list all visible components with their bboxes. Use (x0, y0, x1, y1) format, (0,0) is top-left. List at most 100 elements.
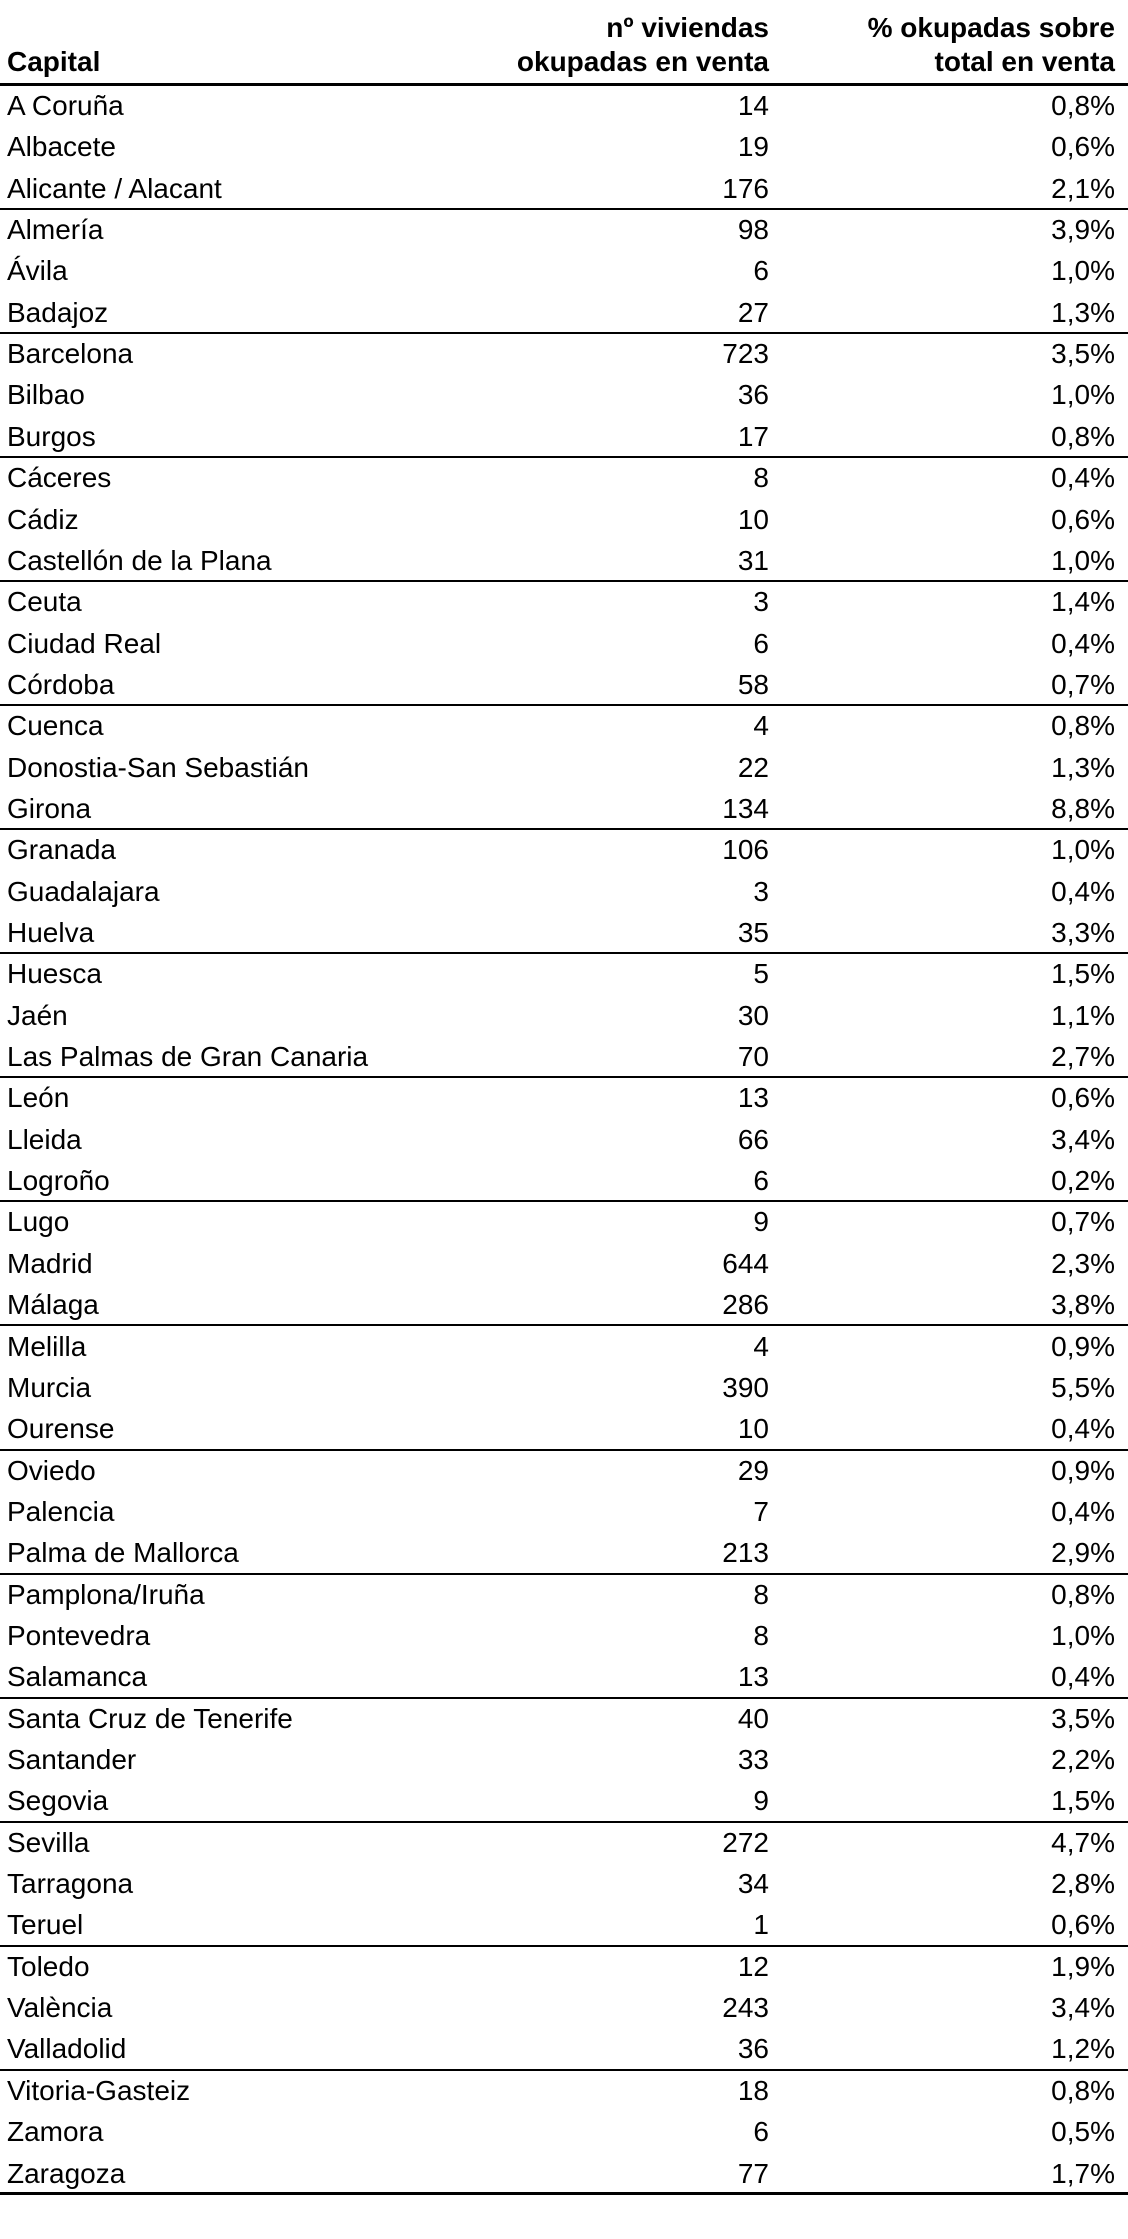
table-row: Albacete 19 0,6% (0, 127, 1128, 168)
table-cell: 0,4% (1051, 875, 1115, 907)
table-cell: 22 (737, 751, 769, 783)
header-line: Capital (7, 46, 101, 77)
table-row: Madrid 644 2,3% (0, 1244, 1128, 1285)
table-cell: 0,2% (1051, 1165, 1115, 1197)
table-cell: 0,6% (1051, 1909, 1115, 1941)
table-cell: Bilbao (7, 379, 85, 411)
table-row: Castellón de la Plana 31 1,0% (0, 541, 1128, 583)
table-cell: 176 (722, 172, 769, 204)
table-cell: 3 (753, 875, 769, 907)
table-row: Santa Cruz de Tenerife 40 3,5% (0, 1699, 1128, 1740)
table-cell: Logroño (7, 1165, 110, 1197)
table-cell: 0,8% (1051, 90, 1115, 121)
table-cell: 390 (722, 1371, 769, 1403)
table-cell: 8 (753, 1619, 769, 1651)
table-cell: 4 (753, 1330, 769, 1362)
table-cell: 14 (737, 90, 769, 121)
table-row: Las Palmas de Gran Canaria 70 2,7% (0, 1037, 1128, 1079)
header-line: nº viviendas (606, 12, 769, 43)
table-cell: 9 (753, 1785, 769, 1817)
table-cell: 213 (722, 1537, 769, 1569)
table-cell: Jaén (7, 999, 68, 1031)
table-row: Almería 98 3,9% (0, 210, 1128, 251)
table-row: Guadalajara 3 0,4% (0, 872, 1128, 913)
table-cell: 1,0% (1051, 1619, 1115, 1651)
table-row: Valladolid 36 1,2% (0, 2029, 1128, 2071)
table-cell: Burgos (7, 420, 96, 452)
table-row: Ourense 10 0,4% (0, 1409, 1128, 1451)
table-row: Murcia 390 5,5% (0, 1368, 1128, 1409)
table-cell: 1,0% (1051, 379, 1115, 411)
table-cell: Huesca (7, 958, 102, 990)
table-row: Granada 106 1,0% (0, 830, 1128, 871)
table-cell: Melilla (7, 1330, 87, 1362)
table-row: Salamanca 13 0,4% (0, 1657, 1128, 1699)
table-cell: 134 (722, 792, 769, 824)
table-cell: 98 (737, 214, 769, 246)
table-cell: 10 (737, 503, 769, 535)
table-cell: 58 (737, 668, 769, 700)
table-row: Cáceres 8 0,4% (0, 458, 1128, 499)
table-cell: Cádiz (7, 503, 79, 535)
table-cell: 3,5% (1051, 338, 1115, 370)
table-cell: 12 (737, 1950, 769, 1982)
table-cell: Huelva (7, 917, 95, 948)
table-cell: 6 (753, 2116, 769, 2148)
table-row: Palencia 7 0,4% (0, 1492, 1128, 1533)
table-cell: 3,4% (1051, 1123, 1115, 1155)
table-cell: 286 (722, 1289, 769, 1321)
table-row: León 13 0,6% (0, 1078, 1128, 1119)
table-cell: 4,7% (1051, 1826, 1115, 1858)
table-cell: 0,8% (1051, 420, 1115, 452)
header-line: okupadas en venta (516, 46, 769, 77)
table-cell: 0,4% (1051, 627, 1115, 659)
column-header: Capital (7, 45, 100, 79)
table-row: Melilla 4 0,9% (0, 1327, 1128, 1368)
table-row: Logroño 6 0,2% (0, 1161, 1128, 1203)
table-cell: 5 (753, 958, 769, 990)
table-cell: 1,0% (1051, 834, 1115, 866)
table-cell: 10 (737, 1413, 769, 1445)
table-cell: Oviedo (7, 1454, 96, 1486)
table-cell: 3,3% (1051, 917, 1115, 948)
table-cell: Cuenca (7, 710, 104, 742)
table-row: Alicante / Alacant 176 2,1% (0, 169, 1128, 211)
table-cell: Lugo (7, 1206, 70, 1238)
table-row: Santander 33 2,2% (0, 1740, 1128, 1781)
table-cell: 19 (737, 131, 769, 163)
table-cell: Murcia (7, 1371, 92, 1403)
table-cell: 1,0% (1051, 255, 1115, 287)
table-row: Vitoria-Gasteiz 18 0,8% (0, 2071, 1128, 2112)
table-cell: Vitoria-Gasteiz (7, 2074, 191, 2106)
table-cell: 0,7% (1051, 668, 1115, 700)
table-cell: 2,3% (1051, 1247, 1115, 1279)
table-cell: 0,8% (1051, 710, 1115, 742)
table-cell: Valladolid (7, 2033, 127, 2065)
table-cell: 70 (737, 1041, 769, 1073)
table-cell: 1,5% (1051, 1785, 1115, 1817)
table-row: Burgos 17 0,8% (0, 417, 1128, 459)
table-cell: Alicante / Alacant (7, 172, 222, 204)
table-cell: Badajoz (7, 296, 109, 328)
table-row: Palma de Mallorca 213 2,9% (0, 1533, 1128, 1575)
table-cell: 6 (753, 255, 769, 287)
table-cell: 33 (737, 1744, 769, 1775)
table-cell: 1,9% (1051, 1950, 1115, 1982)
table-cell: Ciudad Real (7, 627, 162, 659)
table-row: Toledo 12 1,9% (0, 1947, 1128, 1988)
table-cell: 1,2% (1051, 2033, 1115, 2065)
table-cell: Zamora (7, 2116, 104, 2148)
table-cell: Las Palmas de Gran Canaria (7, 1041, 369, 1073)
table-cell: 3,4% (1051, 1992, 1115, 2024)
table-cell: 66 (737, 1123, 769, 1155)
table-cell: 1,0% (1051, 544, 1115, 576)
table-row: Huesca 5 1,5% (0, 954, 1128, 995)
table-row: Bilbao 36 1,0% (0, 375, 1128, 416)
table-cell: 30 (737, 999, 769, 1031)
table-cell: 36 (737, 379, 769, 411)
table-cell: Madrid (7, 1247, 93, 1279)
table-row: Zaragoza 77 1,7% (0, 2154, 1128, 2195)
table-cell: 1,4% (1051, 586, 1115, 618)
table-cell: 2,2% (1051, 1744, 1115, 1775)
